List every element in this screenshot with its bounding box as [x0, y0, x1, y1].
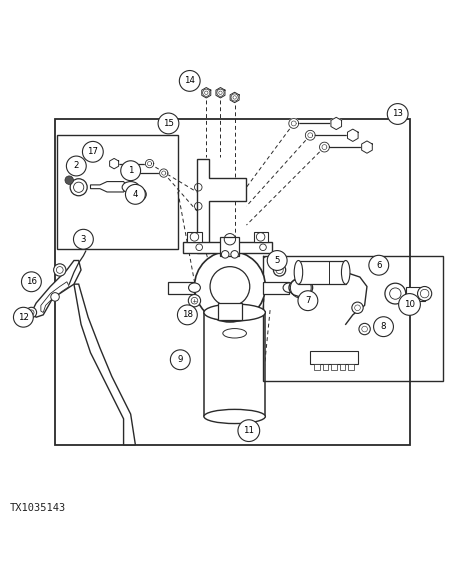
Polygon shape — [31, 261, 81, 317]
Text: 18: 18 — [182, 311, 193, 319]
Circle shape — [82, 142, 103, 162]
Circle shape — [73, 229, 93, 249]
Circle shape — [273, 264, 286, 276]
Bar — [314, 363, 319, 370]
Polygon shape — [289, 119, 299, 128]
Polygon shape — [109, 158, 118, 169]
Ellipse shape — [289, 279, 313, 297]
Ellipse shape — [418, 286, 432, 301]
Polygon shape — [41, 282, 69, 312]
Circle shape — [399, 293, 420, 315]
Ellipse shape — [122, 182, 139, 193]
Circle shape — [179, 70, 200, 91]
Circle shape — [352, 302, 363, 313]
Bar — [263, 282, 289, 293]
Bar — [218, 303, 242, 320]
Ellipse shape — [283, 283, 295, 292]
Circle shape — [134, 188, 146, 201]
Text: 6: 6 — [376, 261, 382, 270]
Bar — [168, 282, 194, 293]
Text: 7: 7 — [305, 296, 310, 305]
Polygon shape — [74, 284, 136, 445]
Circle shape — [387, 104, 408, 124]
Text: 1: 1 — [128, 166, 133, 175]
Polygon shape — [331, 117, 342, 129]
Circle shape — [51, 293, 59, 301]
Ellipse shape — [341, 261, 350, 284]
Text: 11: 11 — [243, 426, 255, 435]
Polygon shape — [197, 159, 246, 253]
Text: 3: 3 — [81, 235, 86, 244]
Polygon shape — [216, 88, 225, 98]
Bar — [339, 363, 345, 370]
Circle shape — [65, 176, 73, 185]
Bar — [310, 351, 357, 364]
Circle shape — [21, 272, 41, 292]
Bar — [204, 312, 265, 417]
Text: 17: 17 — [87, 147, 98, 156]
Circle shape — [221, 250, 229, 258]
Circle shape — [177, 305, 197, 325]
Bar — [406, 286, 425, 301]
Circle shape — [231, 250, 238, 258]
Circle shape — [26, 307, 36, 317]
Bar — [331, 363, 337, 370]
Bar — [299, 261, 346, 284]
Circle shape — [267, 250, 287, 270]
Text: 4: 4 — [133, 190, 138, 199]
Bar — [55, 119, 410, 445]
Text: TX1035143: TX1035143 — [10, 503, 66, 513]
Circle shape — [170, 350, 190, 370]
Circle shape — [54, 264, 66, 276]
Polygon shape — [160, 169, 168, 177]
Polygon shape — [91, 182, 126, 192]
Circle shape — [188, 295, 201, 307]
Polygon shape — [230, 92, 239, 103]
Text: 10: 10 — [404, 300, 415, 309]
Circle shape — [238, 420, 260, 442]
Text: 16: 16 — [26, 277, 37, 286]
Polygon shape — [187, 232, 201, 242]
Text: 13: 13 — [392, 109, 403, 119]
Circle shape — [385, 283, 406, 304]
Text: 5: 5 — [274, 256, 280, 265]
Ellipse shape — [294, 261, 303, 284]
Circle shape — [359, 323, 370, 335]
Text: 15: 15 — [163, 119, 174, 128]
Ellipse shape — [204, 409, 265, 423]
Bar — [57, 135, 178, 249]
Ellipse shape — [204, 304, 265, 321]
Polygon shape — [362, 141, 372, 153]
Text: 2: 2 — [73, 162, 79, 171]
Circle shape — [70, 179, 87, 196]
Text: 8: 8 — [381, 322, 386, 331]
Text: 14: 14 — [184, 76, 195, 85]
Bar — [220, 237, 239, 256]
Polygon shape — [146, 159, 154, 168]
Circle shape — [369, 256, 389, 275]
Circle shape — [13, 307, 33, 327]
Bar — [263, 256, 443, 381]
Polygon shape — [347, 129, 358, 142]
Circle shape — [194, 251, 265, 322]
Circle shape — [66, 156, 86, 176]
Bar — [322, 363, 328, 370]
Bar — [348, 363, 354, 370]
Circle shape — [158, 113, 179, 134]
Text: 12: 12 — [18, 313, 29, 321]
Text: 9: 9 — [178, 355, 183, 364]
Circle shape — [126, 185, 146, 204]
Circle shape — [374, 317, 393, 336]
Polygon shape — [182, 242, 273, 253]
Ellipse shape — [189, 283, 201, 292]
Polygon shape — [305, 130, 315, 140]
Polygon shape — [202, 88, 211, 98]
Circle shape — [298, 291, 318, 311]
Polygon shape — [319, 142, 329, 152]
Polygon shape — [254, 232, 268, 242]
Circle shape — [121, 161, 141, 180]
Polygon shape — [124, 168, 133, 178]
